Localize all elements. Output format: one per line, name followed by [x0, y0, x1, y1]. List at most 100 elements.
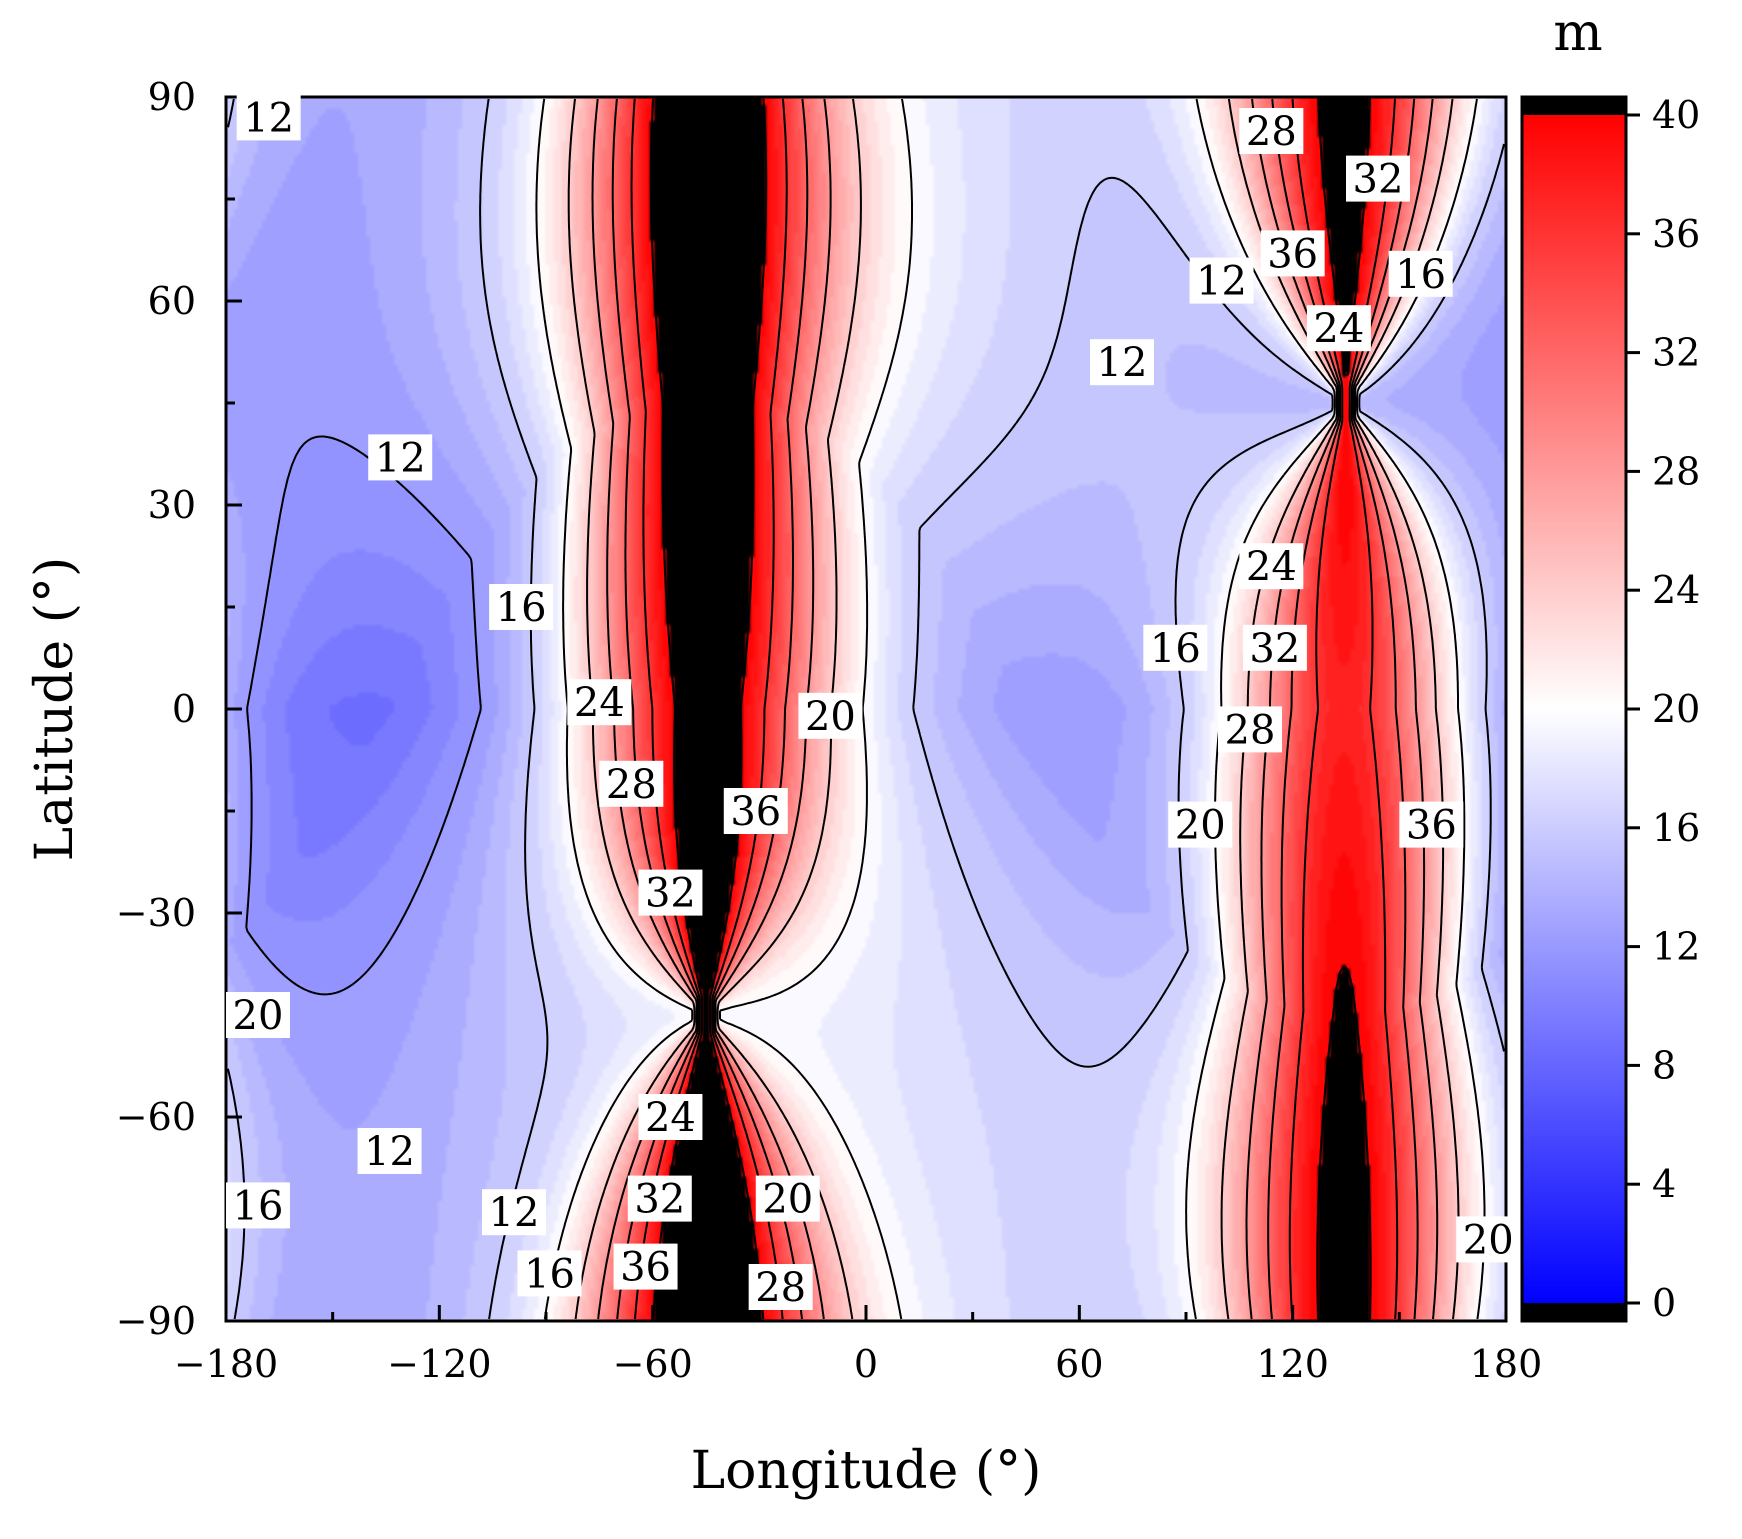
contour-label-box — [1260, 230, 1325, 277]
colorbar-tick-label: 16 — [1652, 806, 1700, 850]
contour-label-box — [482, 1189, 546, 1236]
contour-label: 32 — [645, 871, 696, 917]
contour-label-box — [226, 1182, 290, 1229]
colorbar-tick-label: 32 — [1652, 331, 1700, 375]
colorbar-tick-label: 4 — [1652, 1162, 1676, 1206]
x-tick-label: −120 — [387, 1342, 491, 1386]
y-tick-label: 60 — [148, 279, 196, 323]
contour-label: 24 — [1313, 306, 1364, 352]
contour-label-box — [613, 1243, 678, 1290]
colorbar-tick-label: 8 — [1652, 1043, 1676, 1087]
contour-label: 12 — [375, 435, 426, 481]
contour-label-box — [368, 434, 433, 481]
contour-label-box — [1306, 305, 1371, 352]
colorbar-tick-label: 40 — [1652, 93, 1700, 137]
colorbar-ticks: 0 4 8 12 16 20 24 28 32 36 40 — [1626, 93, 1700, 1325]
x-axis: −180 −120 −60 0 60 120 180 — [174, 1305, 1542, 1386]
contour-label-box — [517, 1250, 582, 1297]
x-tick-label: −180 — [174, 1342, 278, 1386]
y-tick-label: −90 — [116, 1299, 196, 1343]
contour-label-box — [489, 584, 554, 630]
contour-label: 12 — [1097, 340, 1148, 386]
contour-label: 16 — [1395, 252, 1446, 298]
contour-label-box — [1346, 155, 1410, 202]
contour-labels: 12 12 16 24 28 36 20 32 20 12 16 24 32 20 12 16 36 28 28 32… — [226, 94, 1521, 1311]
contour-label-box — [755, 1175, 820, 1222]
contour-label: 28 — [606, 762, 657, 808]
y-tick-label: 90 — [148, 75, 196, 119]
contour-label-box — [1143, 624, 1208, 671]
contour-label-box — [1189, 257, 1254, 304]
contour-label: 32 — [634, 1177, 685, 1223]
x-tick-label: 60 — [1055, 1342, 1103, 1386]
contour-label-box — [627, 1175, 692, 1222]
y-tick-label: −30 — [116, 891, 196, 935]
contour-label: 12 — [364, 1129, 415, 1175]
y-axis-title: Latitude (°) — [25, 557, 85, 862]
contour-label: 24 — [1246, 544, 1297, 590]
contour-label-box — [236, 94, 301, 141]
contour-label-box — [1239, 543, 1304, 590]
contour-label-box — [1218, 706, 1282, 753]
contour-label: 36 — [730, 789, 781, 835]
contour-label: 24 — [574, 680, 625, 726]
contour-label-box — [638, 1094, 703, 1140]
contour-label-box — [1399, 801, 1464, 848]
contour-label-box — [567, 679, 632, 726]
colorbar-tick-label: 36 — [1652, 212, 1700, 256]
contour-label-box — [748, 1264, 813, 1310]
contour-label: 28 — [1246, 109, 1297, 155]
contour-label-box — [638, 869, 703, 916]
contour-label: 20 — [1175, 803, 1226, 849]
contour-label: 28 — [755, 1265, 806, 1311]
contour-label-box — [798, 692, 863, 739]
contour-label-box — [1239, 108, 1304, 154]
contour-label-box — [1388, 250, 1453, 297]
colorbar-tick-label: 12 — [1652, 925, 1700, 969]
contour-label: 28 — [1225, 707, 1276, 753]
contour-label: 12 — [243, 95, 294, 141]
x-tick-label: 120 — [1256, 1342, 1329, 1386]
contour-label: 12 — [1196, 259, 1247, 305]
contour-label: 20 — [762, 1177, 813, 1223]
contour-label-box — [1456, 1216, 1521, 1263]
contour-label: 16 — [233, 1183, 284, 1229]
colorbar: 0 4 8 12 16 20 24 28 32 36 40 m — [1520, 3, 1700, 1325]
contour-label-box — [1242, 624, 1307, 671]
contour-label-box — [357, 1128, 422, 1174]
y-tick-label: 30 — [148, 483, 196, 527]
contour-label: 16 — [1150, 626, 1201, 672]
contour-label: 32 — [1249, 626, 1300, 672]
contour-label-box — [1168, 801, 1233, 848]
contour-label: 36 — [620, 1245, 671, 1291]
y-tick-label: −60 — [116, 1095, 196, 1139]
contour-label: 16 — [496, 585, 547, 631]
contour-label-box — [599, 760, 664, 807]
contour-label: 20 — [233, 993, 284, 1039]
contour-label-box — [723, 788, 788, 834]
contour-line-16 — [227, 98, 1505, 1320]
contour-label-box — [1090, 339, 1154, 386]
contour-fill — [226, 97, 1506, 1321]
colorbar-unit: m — [1553, 3, 1602, 63]
colorbar-gradient — [1522, 115, 1626, 1303]
contour-label-box — [226, 992, 290, 1038]
colorbar-tick-label: 0 — [1652, 1281, 1676, 1325]
x-axis-title: Longitude (°) — [691, 1441, 1042, 1501]
y-axis: 90 60 30 0 −30 −60 −90 — [116, 75, 242, 1343]
contour-label: 36 — [1267, 231, 1318, 277]
colorbar-tick-label: 20 — [1652, 687, 1700, 731]
colorbar-tick-label: 24 — [1652, 568, 1700, 612]
colorbar-overflow-top — [1522, 97, 1626, 115]
contour-line-12 — [245, 435, 482, 996]
contour-label: 12 — [489, 1190, 540, 1236]
contour-label: 32 — [1353, 157, 1404, 203]
contour-label: 20 — [805, 694, 856, 740]
x-tick-label: 0 — [854, 1342, 878, 1386]
x-tick-label: −60 — [613, 1342, 693, 1386]
colorbar-tick-label: 28 — [1652, 449, 1700, 493]
contour-label: 20 — [1463, 1217, 1514, 1263]
contour-label: 36 — [1406, 803, 1457, 849]
x-tick-label: 180 — [1470, 1342, 1543, 1386]
